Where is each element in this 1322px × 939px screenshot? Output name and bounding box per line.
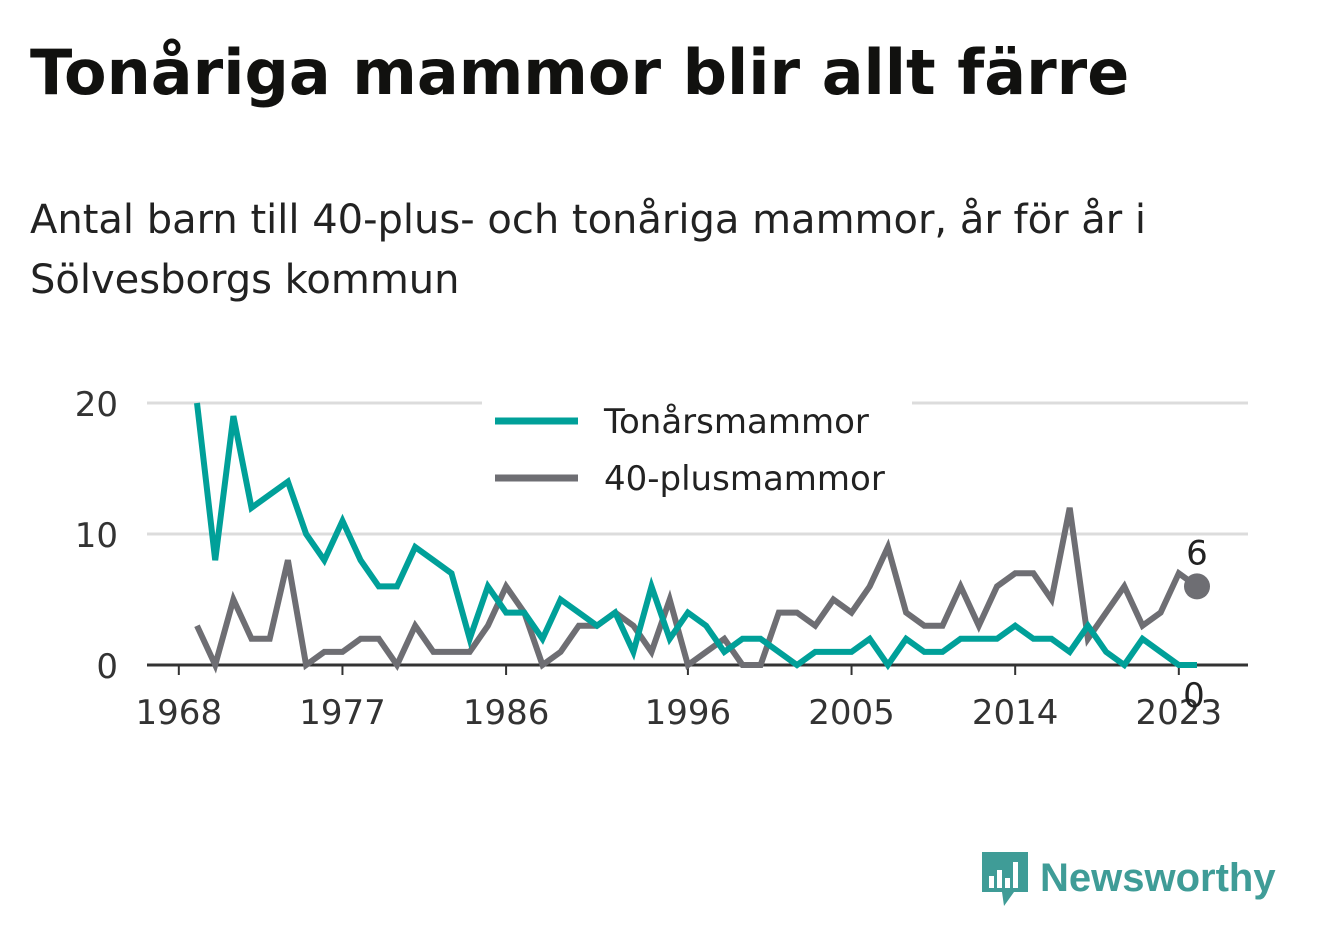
end-label-40-plusmammor: 6 [1186, 533, 1208, 573]
x-tick-label: 2014 [972, 693, 1059, 733]
x-tick-label: 2005 [808, 693, 895, 733]
series-line-40-plusmammor [194, 507, 1199, 674]
x-tick-label: 1986 [463, 693, 550, 733]
y-tick-label: 20 [75, 385, 118, 425]
bar-chart-speech-bubble-icon [982, 852, 1028, 906]
legend-label: 40-plusmammor [604, 459, 885, 499]
x-tick-label: 1968 [136, 693, 223, 733]
end-point-marker [1184, 573, 1210, 600]
x-tick-label: 2023 [1136, 693, 1223, 733]
end-label-tonarsmammor: 0 [1183, 676, 1205, 716]
legend-background [482, 396, 912, 511]
legend-label: Tonårsmammor [603, 402, 869, 442]
line-chart: 0 10 20 1968 1977 1986 1996 2005 2014 2023 6 0 Tonår… [75, 385, 1248, 733]
y-tick-label: 10 [75, 516, 118, 556]
series-line-tonarsmammor [194, 402, 1197, 671]
chart-subtitle: Antal barn till 40-plus- och tonåriga ma… [30, 197, 1147, 303]
x-tick-label: 1996 [645, 693, 732, 733]
newsworthy-logo: Newsworthy [980, 848, 1276, 908]
logo-text: Newsworthy [1040, 855, 1276, 900]
chart-title: Tonåriga mammor blir allt färre [30, 36, 1130, 109]
x-tick-label: 1977 [299, 693, 386, 733]
y-tick-label: 0 [96, 647, 118, 687]
